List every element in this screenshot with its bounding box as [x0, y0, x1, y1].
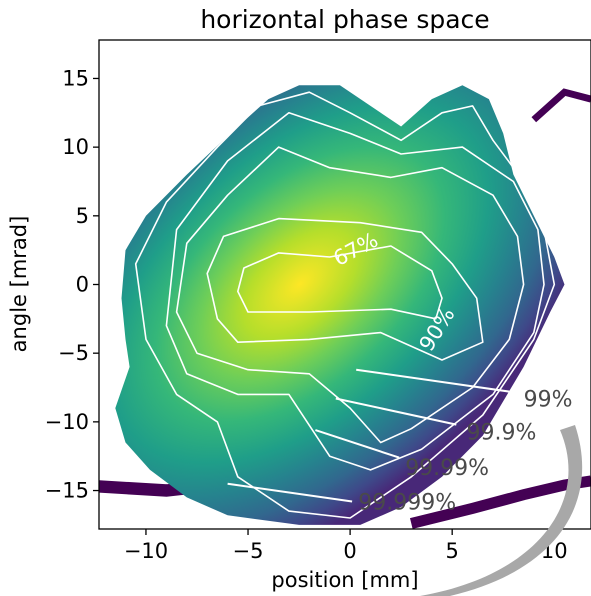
contour-lines: [134, 91, 556, 519]
y-tick-label--5: −5: [58, 341, 89, 365]
chart-title: horizontal phase space: [200, 5, 489, 34]
tail-2: [531, 88, 591, 123]
annotation-labels: 99% 99.9% 99.99% 99.999%: [358, 388, 572, 516]
y-axis-label: angle [mrad]: [7, 216, 31, 353]
leader-line-99.9%: [335, 397, 457, 426]
contour-90%: [206, 217, 484, 361]
plot-area: [99, 85, 591, 529]
y-axis: −15 −10 −5 0 5 10 15: [45, 67, 99, 503]
contour-99.9%: [165, 112, 545, 471]
x-axis-label: position [mm]: [271, 568, 418, 592]
annotation-lines: [227, 368, 510, 503]
annotation-99.9%: 99.9%: [467, 421, 537, 446]
leader-line-99%: [356, 368, 510, 393]
x-axis: −10 −5 0 5 10: [124, 529, 568, 563]
y-tick-label-15: 15: [62, 67, 89, 91]
annotation-99.99%: 99.99%: [405, 456, 489, 481]
annotation-99%: 99%: [524, 388, 573, 413]
x-tick-label--10: −10: [124, 539, 168, 563]
x-tick-label--5: −5: [233, 539, 264, 563]
y-tick-label-0: 0: [76, 273, 89, 297]
x-tick-label-5: 5: [446, 539, 459, 563]
contour-99.99%: [134, 91, 556, 519]
contour-67%: [237, 245, 443, 320]
y-tick-label-5: 5: [76, 204, 89, 228]
leader-line-99.999%: [227, 482, 353, 503]
contour-99%: [175, 146, 525, 444]
x-tick-label-0: 0: [343, 539, 356, 563]
annotation-99.999%: 99.999%: [358, 491, 456, 516]
leader-line-99.99%: [315, 429, 400, 459]
watermark-swoosh: [420, 425, 583, 596]
y-tick-label-10: 10: [62, 135, 89, 159]
y-tick-label--10: −10: [45, 410, 89, 434]
y-tick-label--15: −15: [45, 479, 89, 503]
